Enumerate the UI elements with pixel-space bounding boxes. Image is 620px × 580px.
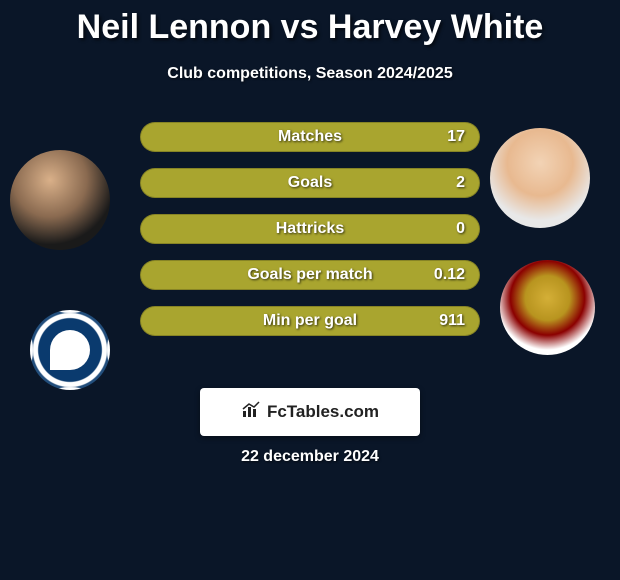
- stat-label: Matches: [141, 128, 479, 146]
- stat-bar: Min per goal 911: [140, 306, 480, 336]
- page-subtitle: Club competitions, Season 2024/2025: [0, 65, 620, 83]
- page-title: Neil Lennon vs Harvey White: [0, 0, 620, 47]
- stat-value: 2: [456, 174, 465, 192]
- brand-text: FcTables.com: [267, 402, 379, 422]
- stat-bar: Goals per match 0.12: [140, 260, 480, 290]
- club-left-badge: [30, 310, 110, 390]
- stat-bar: Matches 17: [140, 122, 480, 152]
- player-right-avatar: [490, 128, 590, 228]
- stat-bar: Hattricks 0: [140, 214, 480, 244]
- stat-label: Goals: [141, 174, 479, 192]
- stat-label: Hattricks: [141, 220, 479, 238]
- player-left-avatar: [10, 150, 110, 250]
- stat-bar: Goals 2: [140, 168, 480, 198]
- stat-bars: Matches 17 Goals 2 Hattricks 0 Goals per…: [140, 122, 480, 352]
- stat-value: 0.12: [434, 266, 465, 284]
- footer-date: 22 december 2024: [0, 448, 620, 466]
- club-right-badge: [500, 260, 595, 355]
- stat-label: Min per goal: [141, 312, 479, 330]
- brand-badge: FcTables.com: [200, 388, 420, 436]
- stat-value: 0: [456, 220, 465, 238]
- stat-value: 911: [439, 312, 465, 330]
- chart-icon: [241, 401, 261, 424]
- stat-value: 17: [447, 128, 465, 146]
- stat-label: Goals per match: [141, 266, 479, 284]
